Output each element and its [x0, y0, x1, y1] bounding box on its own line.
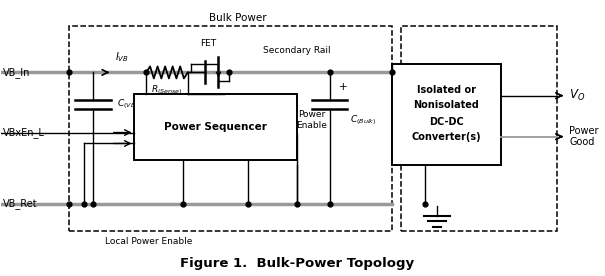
Text: VBxEn_L: VBxEn_L [2, 127, 44, 138]
Text: $I_{VB}$: $I_{VB}$ [115, 51, 129, 64]
Text: Local Power Enable: Local Power Enable [105, 237, 192, 246]
Text: Figure 1.  Bulk-Power Topology: Figure 1. Bulk-Power Topology [180, 257, 414, 270]
Text: Nonisolated: Nonisolated [414, 100, 479, 110]
Text: $C_{(Bulk)}$: $C_{(Bulk)}$ [350, 113, 377, 127]
Text: $C_{(VBin)}$: $C_{(VBin)}$ [117, 98, 144, 112]
Bar [401, 26, 557, 231]
Text: $V_O$: $V_O$ [569, 88, 586, 103]
Bar [134, 94, 297, 160]
Text: Power
Enable: Power Enable [296, 110, 327, 130]
Text: DC-DC: DC-DC [429, 116, 464, 127]
Text: Bulk Power: Bulk Power [209, 13, 267, 23]
Text: Secondary Rail: Secondary Rail [263, 46, 331, 55]
Text: Power
Good: Power Good [569, 126, 599, 147]
Text: Converter(s): Converter(s) [411, 132, 482, 142]
Text: Power Sequencer: Power Sequencer [165, 122, 267, 132]
Text: VB_Ret: VB_Ret [2, 198, 37, 209]
Bar [392, 64, 501, 165]
Text: VB_In: VB_In [2, 67, 30, 78]
Text: +: + [339, 83, 347, 92]
Text: FET: FET [200, 39, 217, 48]
Bar [70, 26, 392, 231]
Text: $R_{(Sense)}$: $R_{(Sense)}$ [151, 83, 183, 97]
Text: Isolated or: Isolated or [417, 85, 476, 95]
